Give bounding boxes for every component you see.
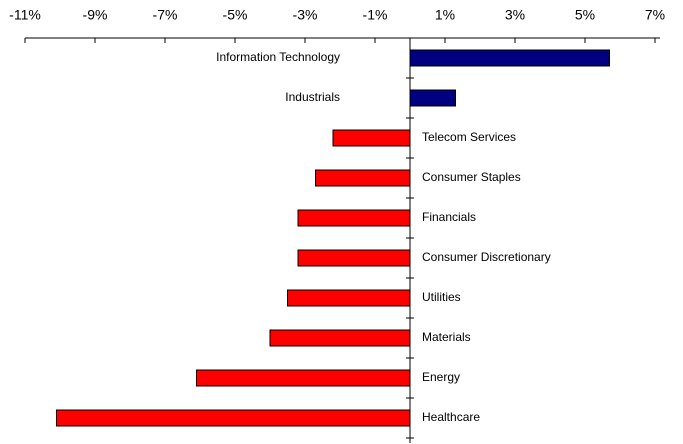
category-label: Consumer Discretionary [422, 250, 551, 264]
bar [315, 169, 411, 187]
category-label: Healthcare [422, 410, 480, 424]
bar [297, 249, 411, 267]
bar [196, 369, 411, 387]
x-tick-label: 1% [435, 7, 455, 23]
category-label: Financials [422, 210, 476, 224]
bar [409, 49, 610, 67]
category-label: Materials [422, 330, 471, 344]
category-label: Utilities [422, 290, 461, 304]
bar [269, 329, 411, 347]
bar [297, 209, 411, 227]
x-tick-label: -11% [9, 7, 41, 23]
category-label: Consumer Staples [422, 170, 521, 184]
bar [56, 409, 411, 427]
category-label: Industrials [285, 90, 340, 104]
x-tick-label: 7% [645, 7, 665, 23]
category-label: Telecom Services [422, 130, 516, 144]
x-tick-label: -5% [223, 7, 248, 23]
bar [287, 289, 411, 307]
category-label: Energy [422, 370, 460, 384]
bar [409, 89, 456, 107]
bar [332, 129, 411, 147]
category-label: Information Technology [216, 50, 340, 64]
x-tick-label: -3% [293, 7, 318, 23]
x-tick-label: -9% [83, 7, 108, 23]
x-tick-label: -1% [363, 7, 388, 23]
x-tick-label: -7% [153, 7, 178, 23]
x-tick-label: 5% [575, 7, 595, 23]
x-tick-label: 3% [505, 7, 525, 23]
